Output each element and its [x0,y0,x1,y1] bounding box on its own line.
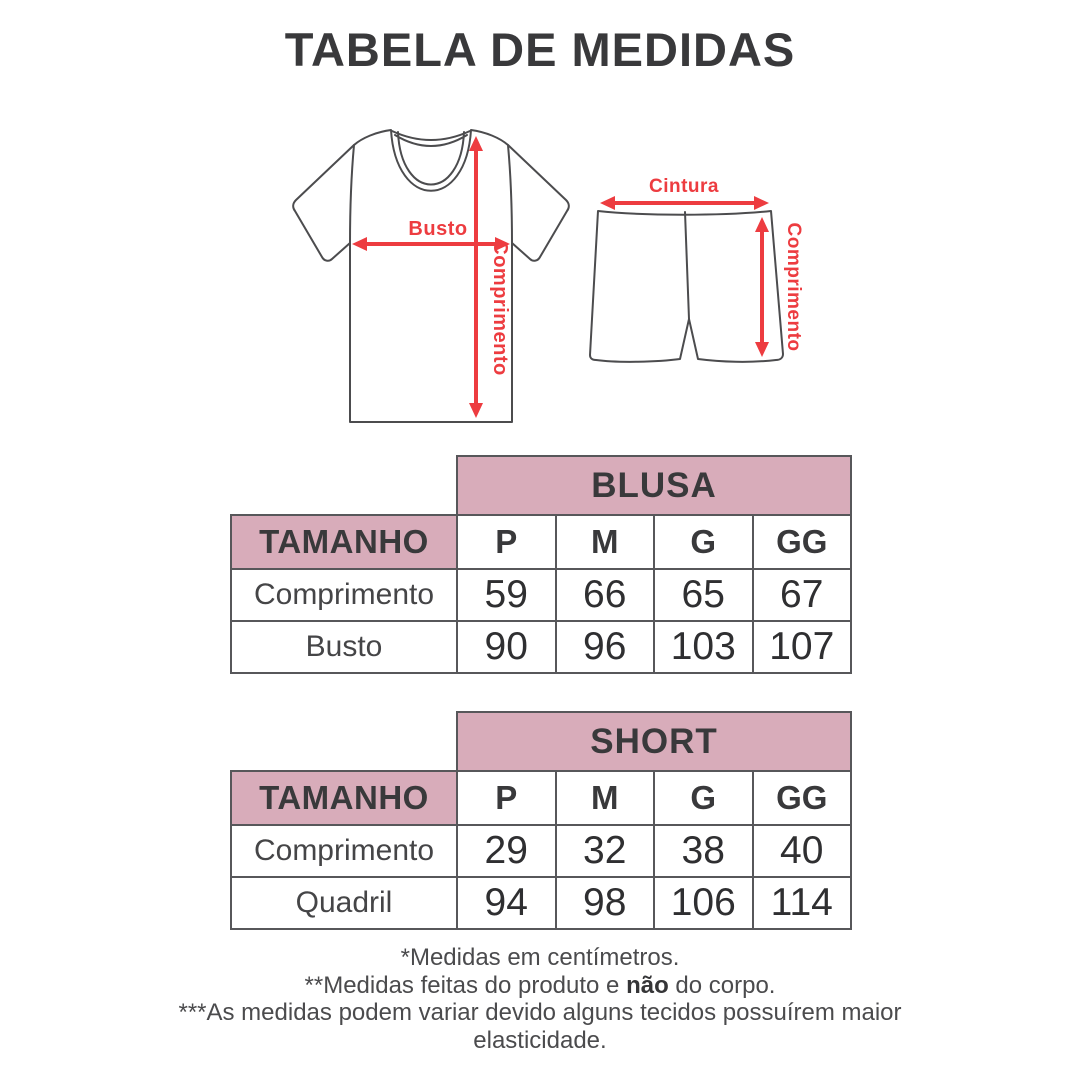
value-cell: 65 [653,568,754,622]
note-line-2-bold: não [626,971,669,999]
table-row: Comprimento 59 66 65 67 [230,568,852,622]
shorts-center-crease [684,211,690,320]
table-row: BLUSA [231,455,852,516]
cintura-arrow: Cintura [600,176,769,210]
value-cell: 98 [554,876,655,930]
value-cell: 96 [554,620,655,674]
shirt-comprimento-arrow: Comprimento [469,136,511,418]
tshirt-outline [292,129,570,423]
table-row: Comprimento 29 32 38 40 [230,824,852,878]
size-header-cell: TAMANHO [230,770,458,826]
shorts-comprimento-label: Comprimento [783,223,804,352]
value-cell: 94 [456,876,557,930]
row-label: Comprimento [230,824,458,878]
value-cell: 40 [751,824,852,878]
value-cell: 59 [456,568,557,622]
footnotes: *Medidas em centímetros. **Medidas feita… [160,944,920,1054]
size-cell: M [554,514,655,570]
value-cell: 103 [653,620,754,674]
row-label: Quadril [230,876,458,930]
size-cell: GG [751,770,852,826]
shorts-comprimento-arrow: Comprimento [755,217,804,357]
size-cell: G [653,514,754,570]
value-cell: 107 [751,620,852,674]
tshirt-collar-lines [391,130,471,186]
note-line-2-suffix: do corpo. [668,971,776,999]
size-header-cell: TAMANHO [230,514,458,570]
table-row: TAMANHO P M G GG [230,770,852,826]
table-row: Quadril 94 98 106 114 [230,876,852,930]
note-line-1: *Medidas em centímetros. [400,944,680,971]
tshirt-diagram: Busto Comprimento [292,129,570,423]
short-table-title: SHORT [456,711,852,772]
tshirt-sleeve-seams [349,144,513,244]
spacer-cell [231,456,457,515]
row-label: Busto [230,620,458,674]
blusa-table-title: BLUSA [456,455,852,516]
value-cell: 29 [456,824,557,878]
busto-label: Busto [408,218,467,240]
size-cell: G [653,770,754,826]
row-label: Comprimento [230,568,458,622]
table-row: Busto 90 96 103 107 [230,620,852,674]
note-line-2: **Medidas feitas do produto e não do cor… [160,972,920,1000]
table-row: TAMANHO P M G GG [230,514,852,570]
value-cell: 32 [554,824,655,878]
shirt-comprimento-label: Comprimento [489,240,511,376]
shorts-outline [589,210,784,363]
table-row: SHORT [231,711,852,772]
page-title: TABELA DE MEDIDAS [284,23,796,76]
size-cell: P [456,514,557,570]
value-cell: 38 [653,824,754,878]
value-cell: 114 [751,876,852,930]
short-table: SHORT TAMANHO P M G GG Comprimento 29 32… [230,711,852,930]
note-line-3: ***As medidas podem variar devido alguns… [178,999,902,1054]
size-cell: GG [751,514,852,570]
shorts-diagram: Cintura Comprimento [589,176,804,363]
value-cell: 106 [653,876,754,930]
note-line-2-prefix: **Medidas feitas do produto e [304,971,627,999]
value-cell: 90 [456,620,557,674]
size-cell: M [554,770,655,826]
blusa-table: BLUSA TAMANHO P M G GG Comprimento 59 66… [230,455,852,674]
size-cell: P [456,770,557,826]
value-cell: 67 [751,568,852,622]
spacer-cell [231,712,457,771]
value-cell: 66 [554,568,655,622]
cintura-label: Cintura [649,176,719,197]
